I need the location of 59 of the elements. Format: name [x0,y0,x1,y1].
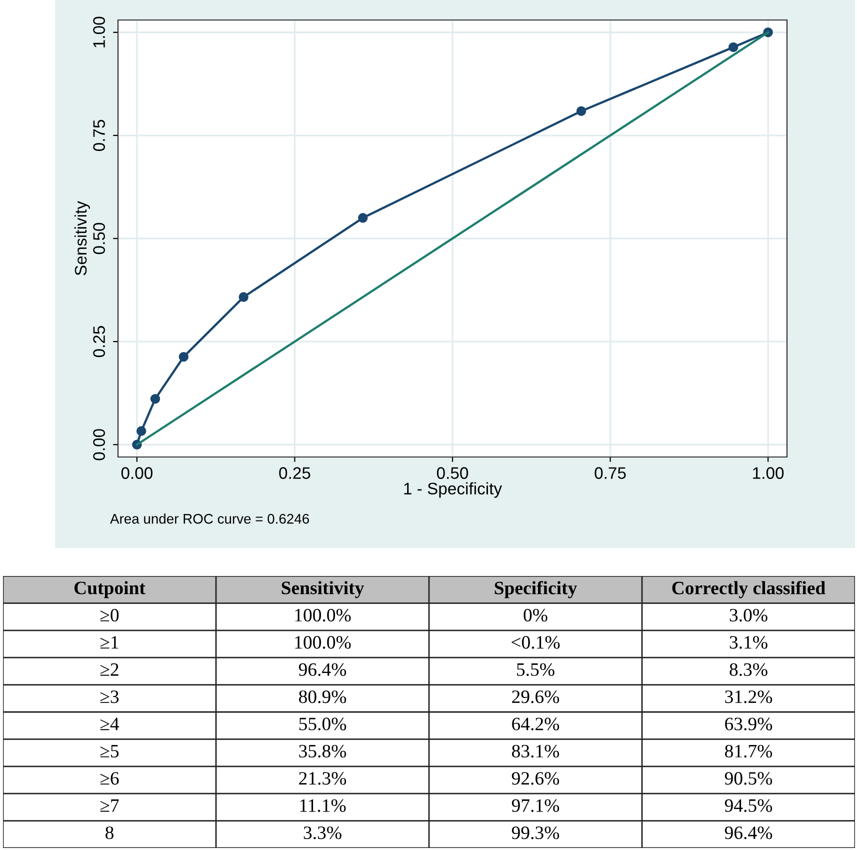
point [150,394,160,404]
x-tick-label: 0.50 [436,467,468,479]
text: 100.0% [295,608,351,622]
text: 3.3% [304,826,342,840]
category-label: Sensitivity [282,581,364,598]
text: 97.1% [512,799,560,812]
point [136,426,146,436]
text: ≥0 [100,608,119,622]
x-tick-label: 0.25 [279,467,310,479]
text: 5.5% [517,663,554,676]
y-tick-label: 1.00 [93,16,105,48]
category-label: Cutpoint [74,581,146,598]
y-tick-label: 0.25 [93,326,105,358]
text: ≥5 [100,745,119,758]
text: 35.8% [299,744,346,758]
text: 92.6% [512,772,560,785]
category-label: Correctly classified [672,580,826,598]
text: ≥6 [100,772,119,785]
text: <0.1% [512,636,560,649]
point [358,213,368,223]
text: 3.1% [730,636,768,649]
text: 8 [106,826,114,840]
text: 100.0% [295,636,351,649]
text: 80.9% [299,690,346,704]
text: 94.5% [724,799,772,812]
x-tick-label: 0.00 [121,467,153,479]
text: 8.3% [730,663,768,676]
text: 3.0% [730,608,768,622]
text: 99.3% [512,826,560,840]
text: 0% [524,608,548,622]
text: ≥1 [100,636,118,649]
text: 63.9% [725,718,772,730]
text: 96.4% [724,826,772,840]
text: 90.5% [724,772,772,785]
text: Area under ROC curve = 0.6246 [110,514,309,524]
text: 31.2% [725,690,772,704]
text: 96.4% [298,663,346,676]
category-label: Specificity [494,580,577,598]
x-axis-title: 1 - Specificity [404,482,502,498]
point [728,42,738,52]
text: ≥2 [100,663,118,676]
text: 21.3% [299,772,346,785]
text: 11.1% [300,799,346,812]
point [238,292,248,302]
x-tick-label: 0.75 [594,467,626,479]
text: ≥3 [100,690,119,704]
point [178,352,188,362]
text: 83.1% [512,744,560,758]
text: ≥7 [100,799,119,812]
point [576,106,586,116]
text: 64.2% [512,718,560,730]
text: 29.6% [512,690,560,704]
x-tick-label: 1.00 [753,467,784,479]
text: 81.7% [725,744,772,758]
text: 55.0% [299,718,346,730]
text: ≥4 [100,718,120,730]
y-axis-title: Sensitivity [74,201,90,276]
y-tick-label: 0.50 [93,222,105,254]
y-tick-label: 0.75 [93,120,105,151]
